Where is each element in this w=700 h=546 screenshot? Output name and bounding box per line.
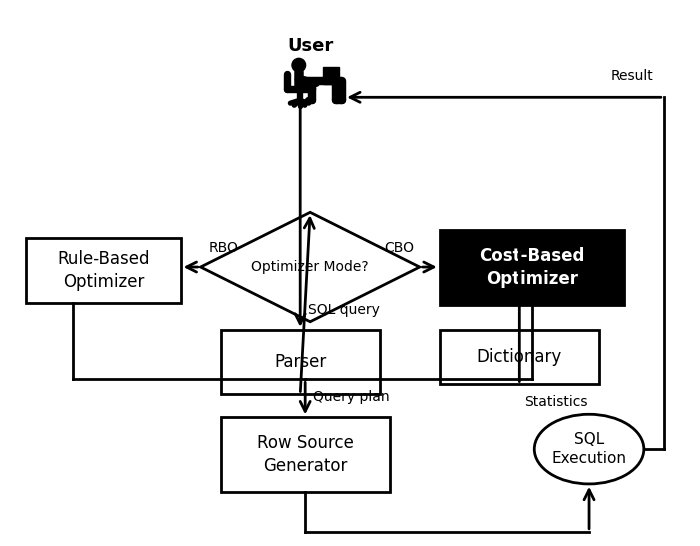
Text: RBO: RBO [209, 241, 239, 255]
Circle shape [292, 58, 306, 72]
Text: Cost-Based
Optimizer: Cost-Based Optimizer [479, 247, 584, 288]
Text: Row Source
Generator: Row Source Generator [257, 434, 354, 476]
Text: Parser: Parser [274, 353, 326, 371]
Text: Dictionary: Dictionary [477, 348, 562, 366]
FancyBboxPatch shape [220, 330, 380, 394]
Text: User: User [287, 37, 333, 55]
Text: SQL query: SQL query [308, 303, 380, 317]
Text: Result: Result [611, 69, 654, 84]
FancyBboxPatch shape [440, 330, 599, 384]
Text: Optimizer Mode?: Optimizer Mode? [251, 260, 369, 274]
FancyBboxPatch shape [220, 417, 390, 492]
Text: CBO: CBO [385, 241, 414, 255]
FancyBboxPatch shape [323, 67, 340, 81]
FancyBboxPatch shape [27, 238, 181, 303]
Text: Rule-Based
Optimizer: Rule-Based Optimizer [57, 250, 150, 292]
Text: Query plan: Query plan [313, 390, 390, 405]
Text: SQL
Execution: SQL Execution [552, 432, 626, 466]
Text: Statistics: Statistics [524, 395, 588, 410]
FancyBboxPatch shape [440, 230, 624, 305]
Ellipse shape [534, 414, 644, 484]
Polygon shape [201, 212, 420, 322]
